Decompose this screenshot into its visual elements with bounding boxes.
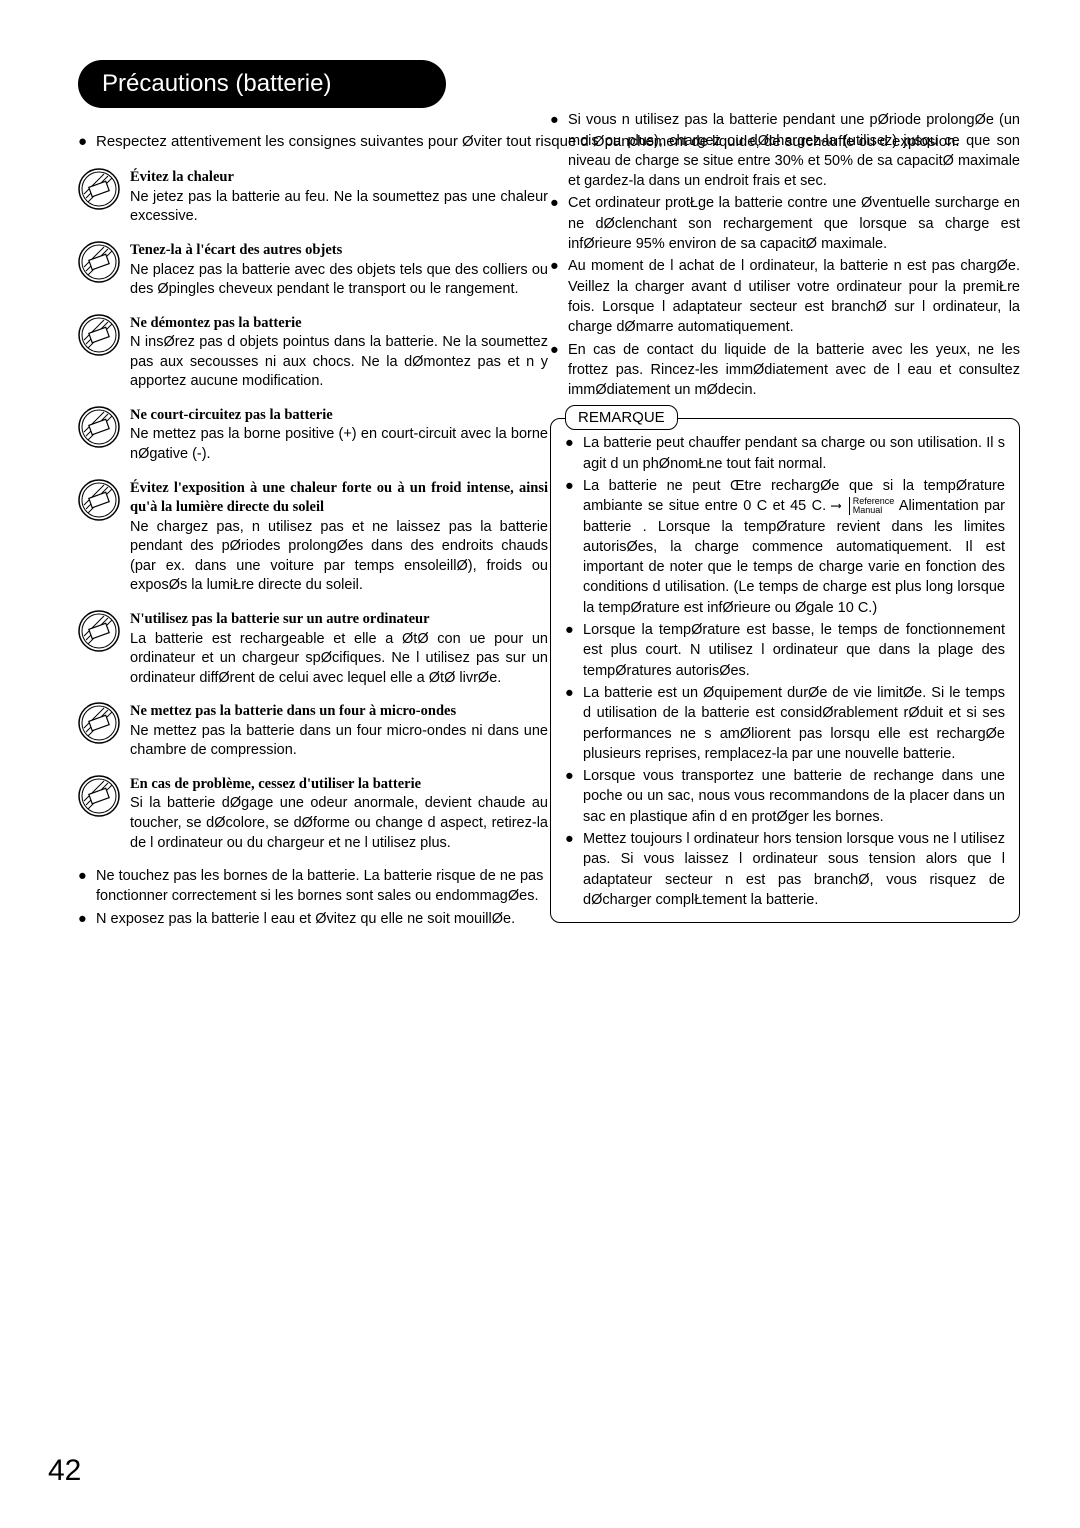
section-title-text: Précautions (batterie) [102,70,331,97]
remark-bullet: Lorsque la tempØrature est basse, le tem… [565,620,1005,681]
precaution-text: Évitez la chaleur Ne jetez pas la batteri… [130,168,548,227]
precaution-heading: Évitez l'exposition à une chaleur forte … [130,480,548,516]
info-bullet: En cas de contact du liquide de la batte… [550,340,1020,401]
precaution-text: Évitez l'exposition à une chaleur forte … [130,479,548,596]
warning-icon [78,775,120,817]
warning-icon [78,702,120,744]
precaution-body: Si la batterie dØgage une odeur anormale… [130,795,548,850]
precaution-body: Ne jetez pas la batterie au feu. Ne la s… [130,189,548,225]
remark-label: REMARQUE [565,405,678,430]
remark-bullet: La batterie ne peut Œtre rechargØe que s… [565,476,1005,618]
section-title: Précautions (batterie) [78,60,446,108]
precaution-heading: Ne court-circuitez pas la batterie [130,407,333,423]
info-bullet: Au moment de l achat de l ordinateur, la… [550,256,1020,337]
remark-bullet: La batterie peut chauffer pendant sa cha… [565,433,1005,474]
precaution-item: Ne démontez pas la batterie N insØrez pas… [78,314,548,392]
precaution-heading: En cas de problème, cessez d'utiliser la… [130,776,421,792]
warning-icon [78,314,120,356]
warning-icon [78,168,120,210]
warning-icon [78,406,120,448]
precaution-body: Ne mettez pas la batterie dans un four m… [130,723,548,759]
right-column: Si vous n utilisez pas la batterie penda… [550,110,1020,923]
precaution-body: Ne chargez pas, n utilisez pas et ne lai… [130,519,548,594]
precaution-item: Évitez l'exposition à une chaleur forte … [78,479,548,596]
precaution-text: En cas de problème, cessez d'utiliser la… [130,775,548,853]
precaution-item: Tenez-la à l'écart des autres objets Ne p… [78,241,548,300]
remark-bullet: Lorsque vous transportez une batterie de… [565,766,1005,827]
precaution-item: Évitez la chaleur Ne jetez pas la batteri… [78,168,548,227]
precaution-item: Ne court-circuitez pas la batterie Ne met… [78,406,548,465]
left-column: Évitez la chaleur Ne jetez pas la batteri… [78,168,548,853]
precaution-item: Ne mettez pas la batterie dans un four à… [78,702,548,761]
precaution-heading: Tenez-la à l'écart des autres objets [130,242,342,258]
precaution-heading: N'utilisez pas la batterie sur un autre … [130,611,430,627]
precaution-heading: Ne démontez pas la batterie [130,315,302,331]
precaution-body: Ne placez pas la batterie avec des objet… [130,262,548,298]
precaution-heading: Évitez la chaleur [130,169,234,185]
precaution-body: N insØrez pas d objets pointus dans la b… [130,334,548,389]
precaution-text: Ne mettez pas la batterie dans un four à… [130,702,548,761]
info-bullet: Si vous n utilisez pas la batterie penda… [550,110,1020,191]
remark-bullet: La batterie est un Øquipement durØe de v… [565,683,1005,764]
remark-box: REMARQUE La batterie peut chauffer penda… [550,418,1020,923]
precaution-text: Ne court-circuitez pas la batterie Ne met… [130,406,548,465]
precaution-text: Tenez-la à l'écart des autres objets Ne p… [130,241,548,300]
precaution-heading: Ne mettez pas la batterie dans un four à… [130,703,456,719]
precaution-text: N'utilisez pas la batterie sur un autre … [130,610,548,688]
tail-bullet: N exposez pas la batterie l eau et Øvite… [78,910,548,930]
remark-bullet: Mettez toujours l ordinateur hors tensio… [565,829,1005,910]
precaution-text: Ne démontez pas la batterie N insØrez pas… [130,314,548,392]
precaution-body: Ne mettez pas la borne positive (+) en c… [130,426,548,462]
page-number: 42 [48,1454,81,1488]
reference-icon: ReferenceManual [849,497,895,515]
tail-bullet: Ne touchez pas les bornes de la batterie… [78,867,548,906]
warning-icon [78,241,120,283]
warning-icon [78,610,120,652]
warning-icon [78,479,120,521]
precaution-item: En cas de problème, cessez d'utiliser la… [78,775,548,853]
precaution-body: La batterie est rechargeable et elle a Ø… [130,631,548,686]
info-bullet: Cet ordinateur protŁge la batterie contr… [550,193,1020,254]
tail-bullets: Ne touchez pas les bornes de la batterie… [78,867,548,930]
precaution-item: N'utilisez pas la batterie sur un autre … [78,610,548,688]
